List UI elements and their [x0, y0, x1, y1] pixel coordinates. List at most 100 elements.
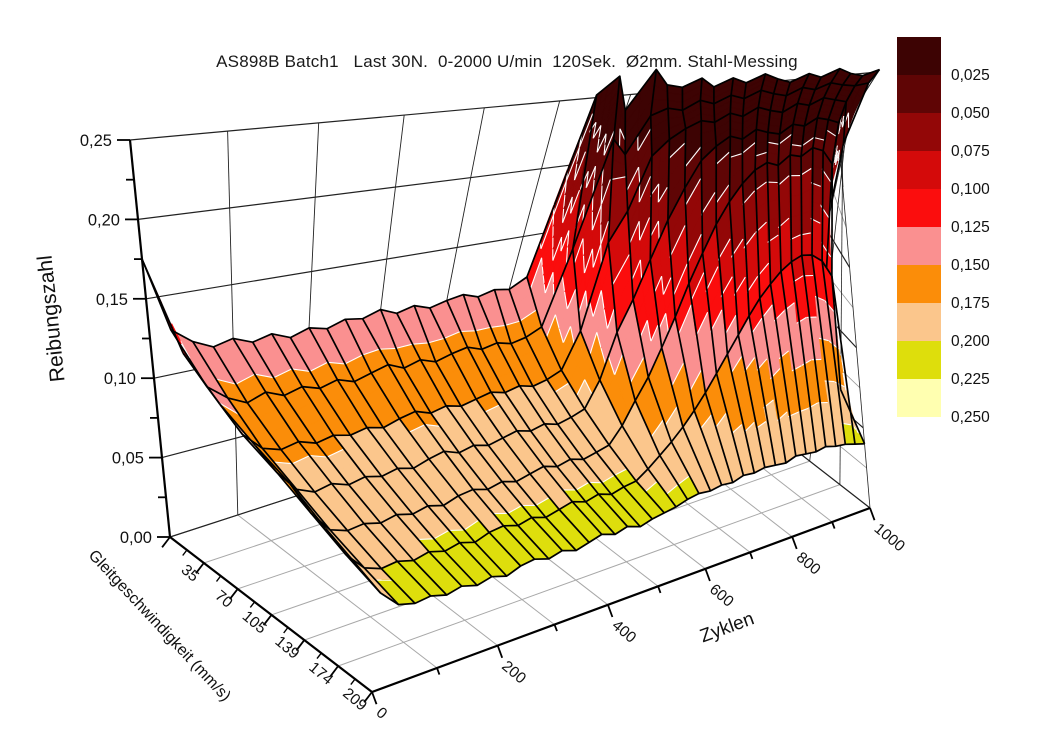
mesh-line [674, 316, 696, 411]
contour-line [577, 290, 587, 315]
mesh-line [693, 410, 723, 486]
mesh-line [834, 84, 844, 101]
contour-line [565, 247, 569, 265]
mesh-line [370, 372, 401, 420]
mesh-line [667, 108, 671, 140]
mesh-line [434, 361, 462, 407]
contour-line [714, 151, 730, 166]
contour-line [714, 413, 727, 429]
mesh-line [666, 84, 669, 109]
mesh-line [308, 327, 339, 381]
mesh-line [796, 87, 804, 104]
mesh-line [381, 475, 414, 515]
mesh-line [781, 95, 788, 113]
color-scale: 0,025 0,050 0,075 0,100 0,125 0,150 0,175 0,200… [897, 37, 990, 426]
mesh-line [616, 332, 637, 401]
contour-line [778, 133, 793, 145]
mesh-line [546, 379, 572, 418]
color-scale-label: 0,225 [951, 371, 990, 388]
x-tick-label: 600 [706, 581, 737, 611]
mesh-line [769, 93, 775, 111]
contour-line [741, 142, 756, 155]
contour-line [596, 138, 600, 153]
contour-line [560, 230, 570, 252]
y-axis-tick [161, 536, 171, 548]
z-tick-label: 0,20 [88, 211, 120, 229]
mesh-line [387, 364, 417, 412]
x-axis-title: Zyklen [697, 608, 757, 647]
mesh-line [769, 283, 797, 457]
mesh-line [261, 447, 298, 490]
y-tick-label: 70 [212, 587, 236, 611]
mesh-line [325, 254, 842, 570]
x-axis-tick [704, 568, 711, 582]
mesh-line [466, 346, 492, 393]
contour-line [443, 330, 461, 339]
contour-line [541, 266, 544, 276]
x-axis-minor-tick [657, 585, 662, 594]
mesh-line [182, 81, 869, 404]
mesh-line [647, 468, 677, 508]
contour-line [600, 221, 610, 245]
mesh-line [396, 560, 432, 597]
contour-line [614, 468, 628, 476]
contour-line [544, 272, 554, 294]
mesh-line [398, 418, 430, 460]
x-tick-label: 800 [793, 549, 824, 579]
mesh-line [823, 82, 832, 99]
mesh-line [344, 318, 373, 374]
contour-line [630, 259, 641, 282]
contour-line [564, 291, 568, 310]
contour-line [705, 266, 719, 293]
mesh-line [700, 160, 704, 254]
mesh-line [493, 289, 512, 344]
contour-line [589, 332, 598, 356]
mesh-line [226, 397, 264, 449]
contour-line [677, 304, 692, 336]
contour-line [326, 448, 345, 458]
contour-line [639, 217, 651, 241]
contour-line [625, 166, 640, 193]
contour-line [677, 475, 690, 486]
contour-line [700, 192, 716, 216]
mesh-line [295, 488, 331, 531]
color-scale-label: 0,200 [951, 333, 990, 350]
contour-line [637, 128, 652, 152]
mesh-line [297, 441, 333, 485]
mesh-line [728, 201, 740, 335]
contour-line [592, 290, 602, 317]
mesh-line [634, 400, 661, 456]
x-axis-tick [869, 507, 876, 521]
y-axis-minor-tick [283, 627, 289, 634]
mesh-line [715, 373, 745, 476]
mesh-line [792, 103, 799, 125]
mesh-line [530, 430, 558, 468]
y-axis-minor-tick [249, 601, 256, 608]
y-axis-minor-tick [316, 652, 322, 660]
mesh-line [379, 522, 415, 562]
mesh-line [540, 326, 563, 371]
contour-line [566, 230, 570, 248]
contour-line [593, 166, 597, 181]
mesh-line [502, 525, 536, 560]
mesh-line [314, 491, 349, 532]
contour-line [600, 347, 607, 365]
mesh-line [737, 334, 766, 468]
mesh-line [396, 312, 422, 361]
mesh-line [635, 480, 665, 514]
mesh-line [412, 467, 445, 507]
mesh-line [682, 426, 712, 492]
color-scale-label: 0,075 [951, 143, 990, 160]
surface-mesh [141, 67, 881, 606]
contour-line [554, 382, 570, 393]
mesh-line [649, 259, 663, 348]
contour-line [699, 414, 712, 430]
contour-line [362, 348, 380, 356]
contour-line [412, 342, 429, 345]
contour-line [545, 314, 556, 338]
mesh-line [582, 458, 613, 495]
mesh-line [772, 78, 779, 94]
z-tick-label: 0,00 [120, 529, 152, 547]
mesh-line [842, 72, 852, 86]
color-scale-label: 0,250 [951, 409, 990, 426]
